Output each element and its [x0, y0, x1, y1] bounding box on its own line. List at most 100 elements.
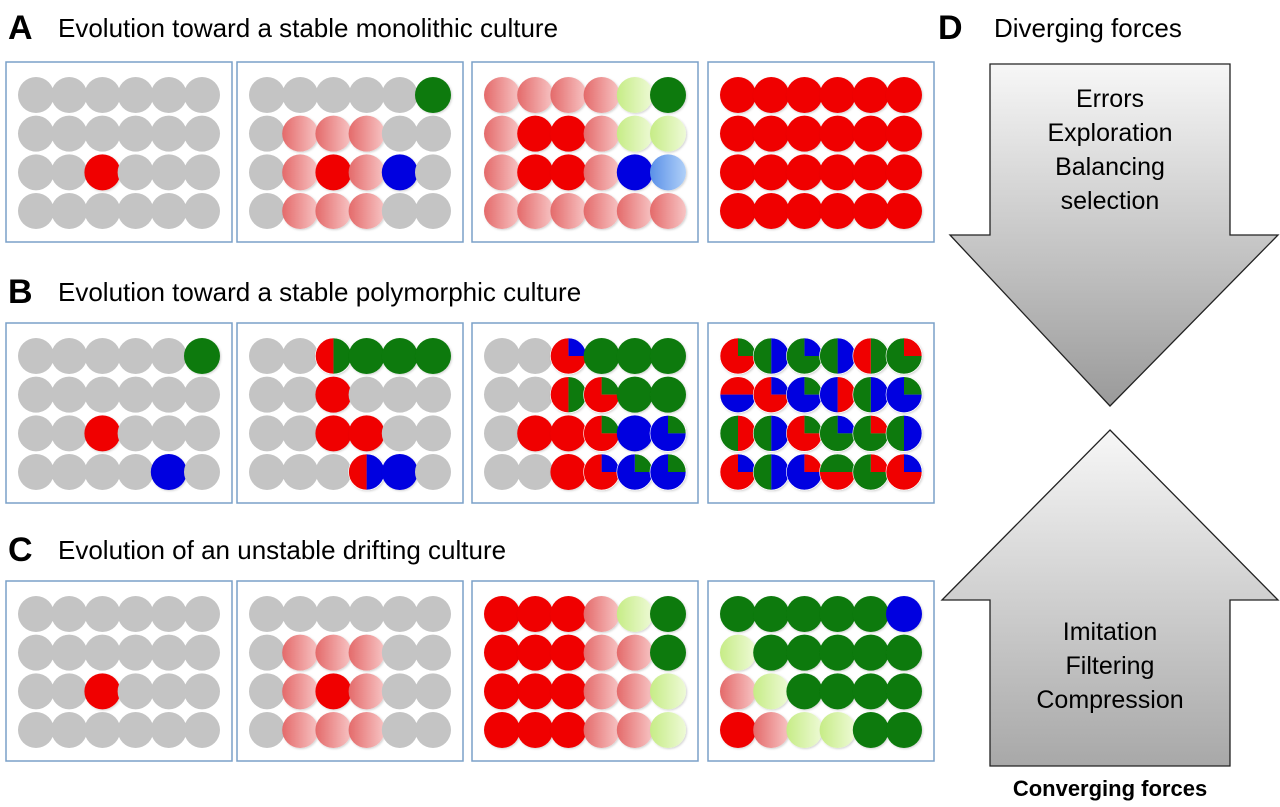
grey-individual — [315, 454, 352, 490]
red-segment — [315, 338, 334, 374]
green-individual — [819, 596, 856, 632]
green-segment — [668, 415, 686, 434]
green-segment — [753, 338, 772, 374]
green-segment — [720, 415, 738, 452]
red-individual — [786, 193, 823, 229]
red-segment — [753, 376, 790, 413]
green-individual — [616, 376, 653, 413]
grey-individual — [415, 115, 451, 152]
grey-individual — [117, 673, 154, 710]
light-red-individual — [583, 193, 620, 229]
grey-individual — [381, 596, 418, 632]
grey-individual — [51, 376, 88, 413]
green-segment — [904, 376, 922, 395]
mixed-individual — [819, 415, 856, 452]
converging-forces-list: Imitation Filtering Compression — [1036, 618, 1183, 714]
light-red-individual — [348, 193, 385, 229]
green-segment — [819, 415, 856, 452]
light-red-individual — [484, 193, 520, 229]
red-individual — [886, 77, 922, 113]
panel-c3 — [471, 580, 699, 762]
diverging-forces-list: Errors Exploration Balancing selection — [1047, 85, 1172, 215]
green-segment — [601, 415, 620, 434]
panel-d-letter: D — [938, 9, 963, 47]
panel-b1 — [5, 322, 233, 504]
mixed-individual — [852, 376, 890, 413]
green-individual — [650, 77, 686, 113]
mixed-individual — [752, 453, 790, 491]
red-individual — [550, 712, 587, 748]
light-red-individual — [517, 77, 554, 113]
blue-individual — [886, 596, 922, 632]
grey-individual — [381, 712, 418, 748]
grey-individual — [18, 77, 54, 113]
green-individual — [616, 338, 653, 374]
panel-b2 — [236, 322, 464, 504]
grey-individual — [18, 712, 54, 748]
red-individual — [84, 154, 121, 191]
grey-individual — [282, 415, 319, 452]
grey-individual — [150, 338, 187, 374]
red-individual — [550, 596, 587, 632]
green-individual — [415, 77, 451, 113]
converging-force-item-2: Filtering — [1066, 652, 1155, 680]
grey-individual — [348, 376, 385, 413]
grey-individual — [51, 634, 88, 671]
grey-individual — [517, 454, 554, 490]
light-red-individual — [282, 115, 319, 152]
light-red-individual — [348, 634, 385, 671]
light-green-individual — [616, 77, 653, 113]
blue-individual — [381, 454, 418, 490]
grey-individual — [117, 415, 154, 452]
grey-individual — [51, 415, 88, 452]
red-individual — [753, 115, 790, 152]
green-segment — [819, 338, 838, 374]
grey-individual — [51, 193, 88, 229]
diverging-force-item-4: selection — [1061, 187, 1160, 215]
green-segment — [804, 376, 823, 395]
blue-individual — [381, 154, 418, 191]
mixed-individual — [719, 453, 757, 491]
individual-outline — [649, 415, 687, 452]
mixed-individual — [819, 376, 856, 413]
grey-individual — [51, 77, 88, 113]
grey-individual — [51, 154, 88, 191]
mixed-individual — [550, 376, 587, 413]
light-red-individual — [720, 673, 756, 710]
red-individual — [819, 115, 856, 152]
red-individual — [886, 115, 922, 152]
green-individual — [819, 634, 856, 671]
red-individual — [720, 115, 756, 152]
grey-individual — [84, 115, 121, 152]
red-segment — [720, 454, 756, 490]
light-red-individual — [753, 712, 790, 748]
light-green-individual — [650, 712, 686, 748]
red-individual — [550, 454, 587, 490]
light-red-individual — [484, 154, 520, 191]
light-red-individual — [583, 77, 620, 113]
grey-individual — [184, 77, 220, 113]
light-red-individual — [282, 154, 319, 191]
grey-individual — [51, 712, 88, 748]
grey-individual — [249, 115, 285, 152]
light-red-individual — [650, 193, 686, 229]
blue-segment — [886, 376, 922, 413]
grey-individual — [117, 596, 154, 632]
mixed-individual — [583, 415, 620, 452]
row-a-letter: A — [8, 9, 33, 47]
grey-individual — [282, 454, 319, 490]
red-individual — [550, 634, 587, 671]
red-individual — [753, 77, 790, 113]
grey-individual — [415, 596, 451, 632]
red-individual — [484, 712, 520, 748]
grey-individual — [150, 415, 187, 452]
red-individual — [819, 154, 856, 191]
mixed-individual — [819, 453, 856, 491]
light-red-individual — [348, 154, 385, 191]
red-segment — [720, 376, 756, 395]
green-individual — [786, 673, 823, 710]
converging-arrow — [940, 429, 1280, 767]
grey-individual — [117, 634, 154, 671]
red-segment — [804, 454, 823, 472]
grey-individual — [249, 415, 285, 452]
